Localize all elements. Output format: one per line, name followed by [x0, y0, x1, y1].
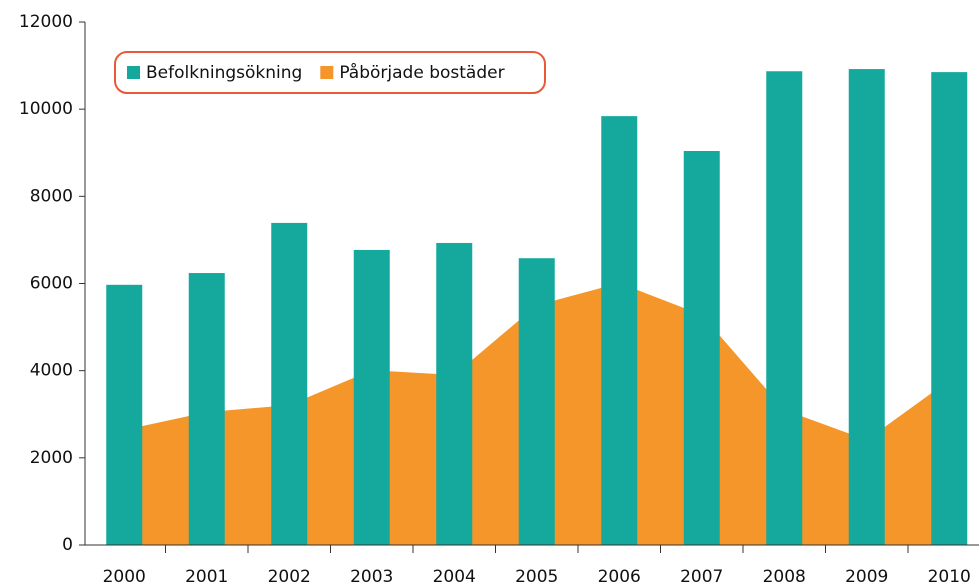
x-tick-label: 2010: [928, 567, 971, 585]
bar: [766, 71, 803, 545]
legend-label: Påbörjade bostäder: [339, 62, 504, 83]
bar: [436, 242, 473, 545]
bar: [848, 69, 885, 545]
x-tick-label: 2005: [515, 567, 558, 585]
x-tick-label: 2009: [845, 567, 888, 585]
bar: [683, 151, 720, 546]
y-tick-label: 6000: [30, 274, 73, 294]
y-tick-label: 4000: [30, 361, 73, 381]
x-tick-label: 2002: [268, 567, 311, 585]
bar: [106, 284, 143, 545]
bar: [353, 249, 390, 545]
bar: [188, 273, 225, 545]
y-tick-label: 12000: [19, 12, 73, 32]
y-tick-label: 0: [62, 535, 73, 555]
x-tick-label: 2003: [350, 567, 393, 585]
x-tick-label: 2000: [103, 567, 146, 585]
x-tick-label: 2004: [433, 567, 476, 585]
legend-swatch: [320, 66, 334, 79]
x-tick-label: 2007: [680, 567, 723, 585]
x-tick-label: 2006: [598, 567, 641, 585]
bar: [271, 222, 308, 545]
x-tick-label: 2001: [185, 567, 228, 585]
y-tick-label: 2000: [30, 448, 73, 468]
axis-layer: 0 2000 4000 6000 8000 10000 12000 2000 2001 2002 2…: [19, 12, 979, 585]
legend-swatch: [127, 66, 140, 79]
y-tick-label: 8000: [30, 186, 73, 206]
x-tick-label: 2008: [763, 567, 806, 585]
bar: [601, 116, 638, 545]
legend-label: Befolkningsökning: [146, 63, 302, 83]
bar: [518, 258, 555, 545]
bar: [931, 72, 968, 545]
y-tick-label: 10000: [19, 99, 73, 119]
bar-layer: [106, 69, 968, 546]
